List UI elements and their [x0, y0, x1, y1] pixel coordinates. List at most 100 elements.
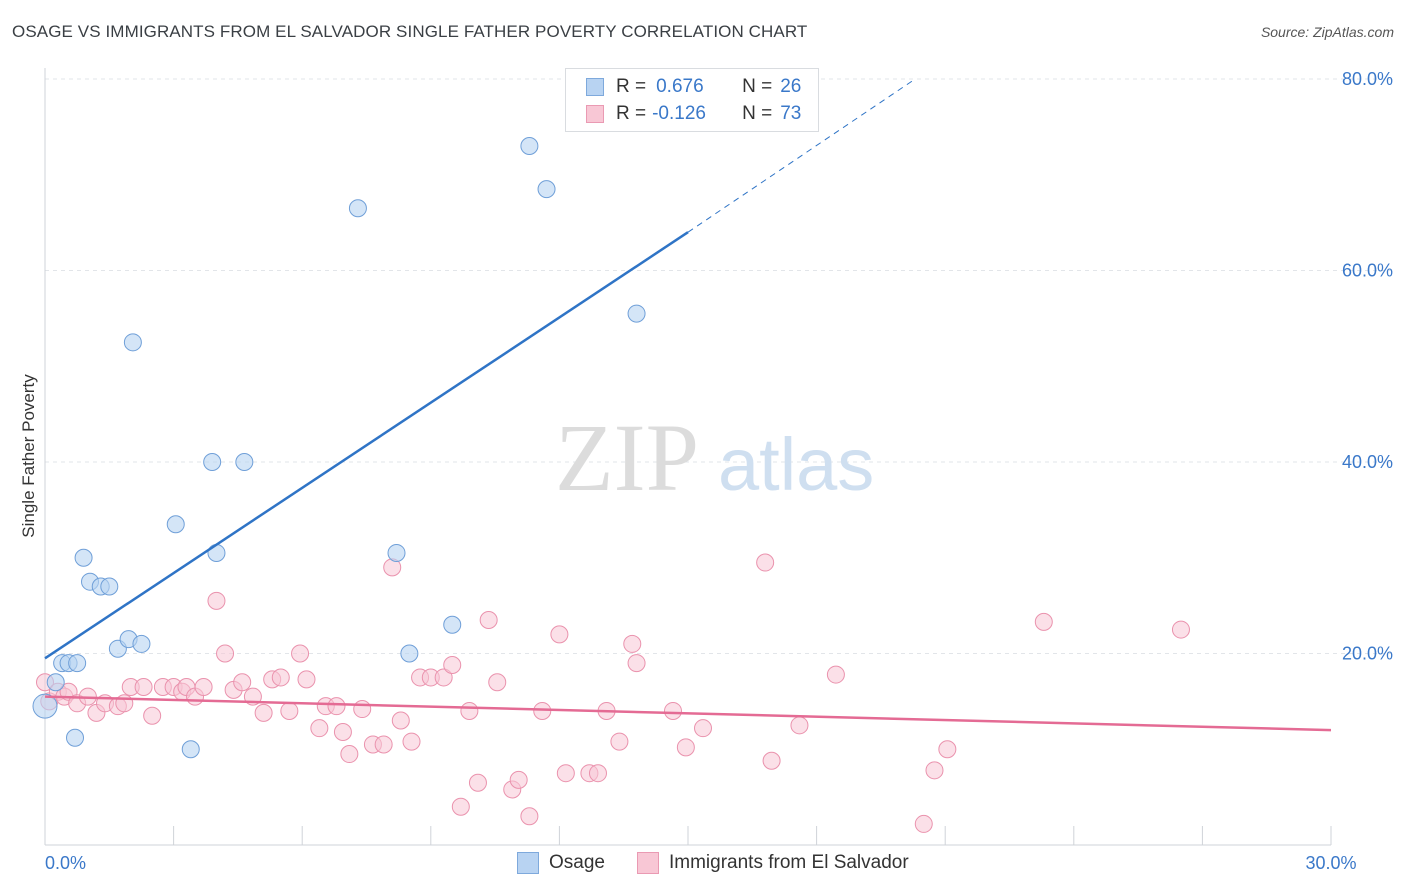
- osage-trend-extension: [687, 78, 916, 233]
- source-label: Source: ZipAtlas.com: [1260, 24, 1394, 40]
- salvador-point: [468, 773, 487, 792]
- salvador-point: [550, 625, 569, 644]
- legend-item-osage[interactable]: Osage: [517, 852, 605, 874]
- salvador-point: [556, 764, 575, 783]
- salvador-stats-row: R = -0.126 N = 73: [586, 101, 801, 127]
- salvador-point: [327, 697, 346, 716]
- salvador-point: [310, 719, 329, 738]
- osage-r-value: 0.676: [656, 76, 704, 97]
- osage-stats-row: R = 0.676 N = 26: [586, 74, 801, 100]
- salvador-point: [391, 711, 410, 730]
- salvador-point: [588, 764, 607, 783]
- salvador-point: [790, 716, 809, 735]
- salvador-point: [627, 654, 646, 673]
- y-tick-label: 60.0%: [1342, 261, 1393, 281]
- salvador-point: [353, 700, 372, 719]
- osage-point: [32, 693, 58, 719]
- salvador-point: [610, 732, 629, 751]
- salvador-point: [826, 665, 845, 684]
- osage-point: [46, 673, 65, 692]
- watermark-zip: ZIP: [555, 404, 699, 511]
- y-tick-label: 80.0%: [1342, 69, 1393, 89]
- salvador-point: [254, 703, 273, 722]
- salvador-point: [520, 807, 539, 826]
- osage-point: [520, 137, 539, 156]
- salvador-point: [925, 761, 944, 780]
- legend-label-osage: Osage: [549, 852, 605, 873]
- osage-point: [74, 548, 93, 567]
- trend-lines: [44, 78, 1332, 732]
- osage-point: [181, 740, 200, 759]
- chart-title: OSAGE VS IMMIGRANTS FROM EL SALVADOR SIN…: [12, 22, 808, 41]
- osage-r-label: R =: [616, 76, 647, 97]
- salvador-r-value: -0.126: [652, 103, 706, 124]
- salvador-point: [694, 719, 713, 738]
- osage-point: [123, 333, 142, 352]
- legend-item-salvador[interactable]: Immigrants from El Salvador: [637, 852, 909, 874]
- salvador-point: [1034, 612, 1053, 631]
- osage-point: [235, 453, 254, 471]
- y-tick-label: 40.0%: [1342, 452, 1393, 472]
- osage-point: [203, 453, 222, 471]
- watermark: ZIP atlas: [555, 404, 874, 511]
- x-tick-label: 0.0%: [45, 853, 86, 873]
- salvador-n-value: 73: [780, 103, 802, 124]
- salvador-point: [938, 740, 957, 759]
- salvador-r-label: R =: [616, 103, 647, 124]
- osage-point: [443, 615, 462, 634]
- salvador-point: [402, 732, 421, 751]
- osage-point: [627, 304, 646, 323]
- salvador-point: [460, 701, 479, 720]
- salvador-point: [434, 668, 453, 687]
- salvador-point: [271, 668, 290, 687]
- osage-trend-line: [44, 231, 689, 660]
- watermark-atlas: atlas: [718, 423, 874, 506]
- salvador-trend-line: [44, 695, 1332, 732]
- salvador-point: [340, 745, 359, 764]
- salvador-n-label: N =: [742, 103, 773, 124]
- series-legend: Osage Immigrants from El Salvador: [0, 850, 1406, 878]
- salvador-point: [623, 634, 642, 653]
- osage-n-value: 26: [780, 76, 802, 97]
- salvador-point: [291, 644, 310, 663]
- y-axis-label: Single Father Poverty: [19, 374, 38, 538]
- salvador-point: [134, 678, 153, 697]
- salvador-point: [509, 770, 528, 789]
- osage-n-label: N =: [742, 76, 773, 97]
- salvador-point: [488, 673, 507, 692]
- salvador-point: [676, 738, 695, 757]
- osage-point: [68, 654, 87, 673]
- osage-point: [537, 180, 556, 199]
- correlation-legend: R = 0.676 N = 26 R = -0.126 N = 73: [565, 68, 819, 132]
- salvador-point: [333, 723, 352, 742]
- salvador-point: [663, 701, 682, 720]
- salvador-point: [762, 751, 781, 770]
- salvador-point: [233, 673, 252, 692]
- legend-label-salvador: Immigrants from El Salvador: [669, 852, 909, 873]
- osage-point: [207, 543, 226, 562]
- salvador-point: [280, 701, 299, 720]
- series-osage: [32, 137, 646, 759]
- salvador-point: [194, 678, 213, 697]
- y-tick-label: 20.0%: [1342, 644, 1393, 664]
- x-tick-label: 30.0%: [1305, 853, 1356, 873]
- osage-point: [348, 199, 367, 218]
- series-immigrants-from-el-salvador: [36, 553, 1190, 833]
- salvador-point: [756, 553, 775, 572]
- osage-point: [387, 543, 406, 562]
- osage-point: [100, 577, 119, 596]
- legend-swatch-salvador: [637, 852, 659, 874]
- salvador-point: [1171, 620, 1190, 639]
- salvador-point: [914, 814, 933, 833]
- osage-point: [166, 515, 185, 534]
- salvador-point: [451, 797, 470, 816]
- salvador-point: [297, 670, 316, 689]
- legend-swatch-osage: [517, 852, 539, 874]
- osage-point: [400, 644, 419, 663]
- tick-labels: 20.0% 40.0% 60.0% 80.0% 0.0% 30.0%: [45, 69, 1393, 873]
- salvador-point: [374, 735, 393, 754]
- salvador-point: [479, 610, 498, 629]
- osage-point: [132, 634, 151, 653]
- osage-swatch: [586, 78, 604, 96]
